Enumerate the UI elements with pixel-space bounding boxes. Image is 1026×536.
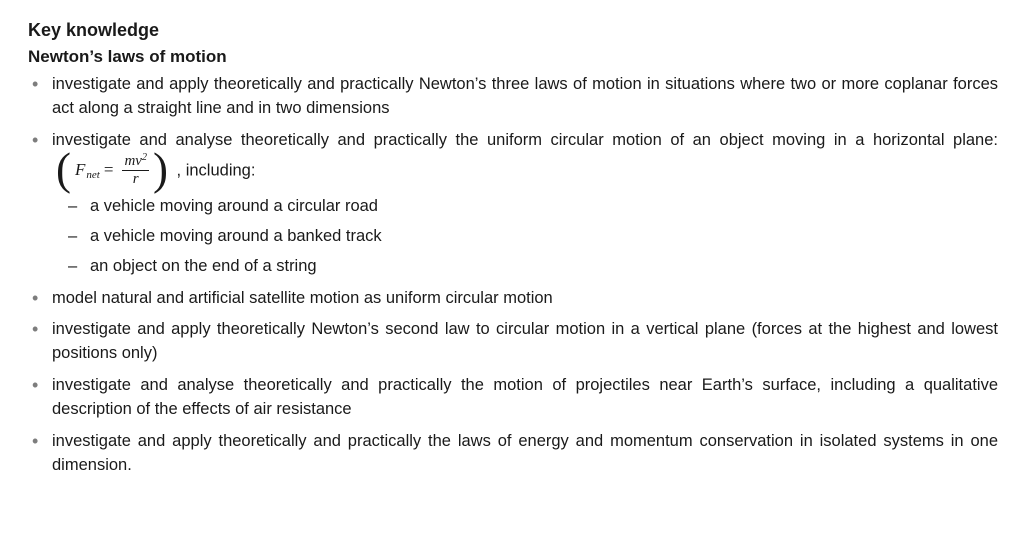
bullet-text: investigate and apply theoretically and …	[52, 432, 998, 474]
bullet-text-pre: investigate and analyse theoretically an…	[52, 131, 998, 149]
bullet-list: investigate and apply theoretically and …	[28, 73, 998, 478]
formula-fnet: ( Fnet = mv2 r )	[56, 153, 168, 189]
sub-item-text: a vehicle moving around a circular road	[90, 197, 378, 215]
symbol-m: m	[124, 153, 135, 169]
sub-item-3: an object on the end of a string	[68, 255, 998, 279]
symbol-v: v	[135, 153, 142, 169]
bullet-item-3: model natural and artificial satellite m…	[28, 287, 998, 311]
bullet-item-6: investigate and apply theoretically and …	[28, 430, 998, 478]
heading-newtons-laws: Newton’s laws of motion	[28, 47, 998, 67]
numerator: mv2	[122, 154, 149, 171]
denominator: r	[133, 171, 139, 187]
equals-sign: =	[104, 158, 114, 183]
symbol-F: F	[75, 158, 85, 183]
bullet-item-5: investigate and analyse theoretically an…	[28, 374, 998, 422]
bullet-text: investigate and apply theoretically Newt…	[52, 320, 998, 362]
right-paren: )	[153, 151, 168, 187]
bullet-text: investigate and apply theoretically and …	[52, 75, 998, 117]
sub-item-text: a vehicle moving around a banked track	[90, 227, 382, 245]
exponent-2: 2	[142, 152, 147, 163]
equation-body: Fnet = mv2 r	[71, 154, 153, 187]
bullet-item-2: investigate and analyse theoretically an…	[28, 129, 998, 279]
sub-item-1: a vehicle moving around a circular road	[68, 195, 998, 219]
sub-item-text: an object on the end of a string	[90, 257, 317, 275]
page: Key knowledge Newton’s laws of motion in…	[0, 0, 1026, 506]
heading-key-knowledge: Key knowledge	[28, 20, 998, 41]
bullet-text: investigate and analyse theoretically an…	[52, 376, 998, 418]
bullet-item-4: investigate and apply theoretically Newt…	[28, 318, 998, 366]
fraction: mv2 r	[122, 154, 149, 187]
sub-item-2: a vehicle moving around a banked track	[68, 225, 998, 249]
bullet-text-post: , including:	[177, 161, 256, 179]
bullet-item-1: investigate and apply theoretically and …	[28, 73, 998, 121]
subscript-net: net	[86, 168, 99, 184]
bullet-text: model natural and artificial satellite m…	[52, 289, 553, 307]
sub-list: a vehicle moving around a circular road …	[52, 195, 998, 279]
left-paren: (	[56, 151, 71, 187]
